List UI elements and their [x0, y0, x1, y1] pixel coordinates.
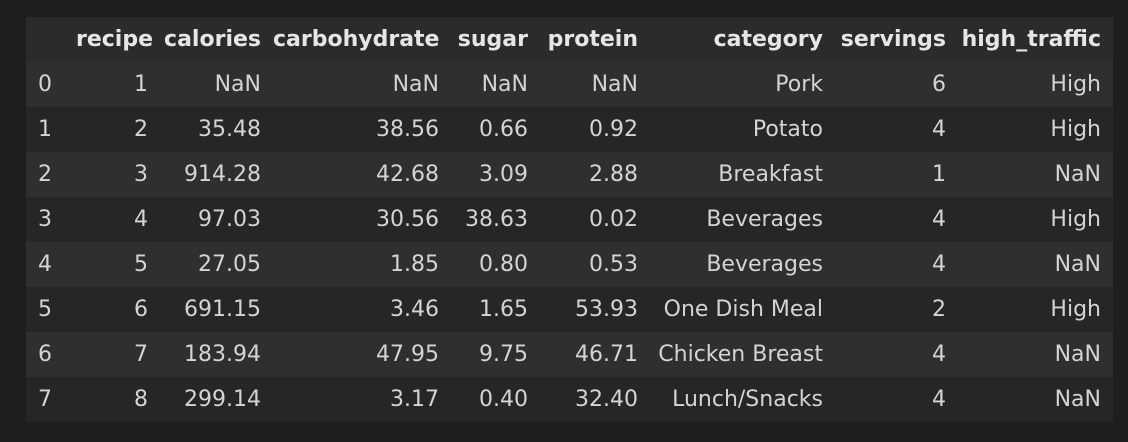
cell-protein: 46.71 [540, 332, 650, 377]
cell-recipe: 4 [76, 197, 160, 242]
cell-protein: 2.88 [540, 152, 650, 197]
table-row: 0 1 NaN NaN NaN NaN Pork 6 High [26, 62, 1113, 107]
column-header-servings: servings [835, 17, 958, 62]
cell-servings: 2 [835, 287, 958, 332]
cell-servings: 4 [835, 332, 958, 377]
cell-sugar: 38.63 [451, 197, 540, 242]
cell-carbohydrate: 38.56 [273, 107, 451, 152]
column-header-protein: protein [540, 17, 650, 62]
cell-recipe: 1 [76, 62, 160, 107]
cell-calories: 97.03 [160, 197, 273, 242]
cell-high-traffic: High [958, 62, 1113, 107]
row-index: 7 [26, 377, 76, 422]
column-header-carbohydrate: carbohydrate [273, 17, 451, 62]
column-header-high-traffic: high_traffic [958, 17, 1113, 62]
table-row: 5 6 691.15 3.46 1.65 53.93 One Dish Meal 2 High [26, 287, 1113, 332]
cell-sugar: 0.66 [451, 107, 540, 152]
cell-sugar: 0.40 [451, 377, 540, 422]
cell-protein: 32.40 [540, 377, 650, 422]
cell-calories: 914.28 [160, 152, 273, 197]
cell-sugar: 9.75 [451, 332, 540, 377]
cell-category: Pork [650, 62, 835, 107]
row-index: 0 [26, 62, 76, 107]
cell-calories: 299.14 [160, 377, 273, 422]
cell-category: Chicken Breast [650, 332, 835, 377]
cell-carbohydrate: NaN [273, 62, 451, 107]
cell-category: Breakfast [650, 152, 835, 197]
table-body: 0 1 NaN NaN NaN NaN Pork 6 High 1 2 35.48 38.56 0.66 0… [26, 62, 1113, 422]
dataframe-output: recipe calories carbohydrate sugar prote… [26, 17, 1113, 422]
cell-category: One Dish Meal [650, 287, 835, 332]
cell-category: Beverages [650, 242, 835, 287]
cell-recipe: 5 [76, 242, 160, 287]
cell-sugar: 3.09 [451, 152, 540, 197]
cell-protein: NaN [540, 62, 650, 107]
cell-high-traffic: High [958, 107, 1113, 152]
cell-calories: NaN [160, 62, 273, 107]
row-index: 6 [26, 332, 76, 377]
column-header-recipe: recipe [76, 17, 160, 62]
column-header-calories: calories [160, 17, 273, 62]
cell-calories: 183.94 [160, 332, 273, 377]
cell-carbohydrate: 47.95 [273, 332, 451, 377]
cell-carbohydrate: 30.56 [273, 197, 451, 242]
cell-high-traffic: NaN [958, 377, 1113, 422]
column-header-sugar: sugar [451, 17, 540, 62]
cell-sugar: 1.65 [451, 287, 540, 332]
row-index: 1 [26, 107, 76, 152]
cell-high-traffic: NaN [958, 242, 1113, 287]
row-index: 3 [26, 197, 76, 242]
cell-servings: 6 [835, 62, 958, 107]
table-row: 4 5 27.05 1.85 0.80 0.53 Beverages 4 NaN [26, 242, 1113, 287]
dataframe-table: recipe calories carbohydrate sugar prote… [26, 17, 1113, 422]
cell-protein: 0.53 [540, 242, 650, 287]
cell-recipe: 2 [76, 107, 160, 152]
index-header [26, 17, 76, 62]
row-index: 2 [26, 152, 76, 197]
cell-carbohydrate: 1.85 [273, 242, 451, 287]
cell-high-traffic: NaN [958, 152, 1113, 197]
table-row: 6 7 183.94 47.95 9.75 46.71 Chicken Breast 4 NaN [26, 332, 1113, 377]
table-row: 2 3 914.28 42.68 3.09 2.88 Breakfast 1 NaN [26, 152, 1113, 197]
cell-servings: 4 [835, 107, 958, 152]
row-index: 4 [26, 242, 76, 287]
cell-carbohydrate: 42.68 [273, 152, 451, 197]
row-index: 5 [26, 287, 76, 332]
cell-calories: 27.05 [160, 242, 273, 287]
cell-recipe: 7 [76, 332, 160, 377]
cell-recipe: 6 [76, 287, 160, 332]
cell-calories: 35.48 [160, 107, 273, 152]
cell-sugar: NaN [451, 62, 540, 107]
cell-recipe: 3 [76, 152, 160, 197]
table-header-row: recipe calories carbohydrate sugar prote… [26, 17, 1113, 62]
cell-servings: 1 [835, 152, 958, 197]
table-row: 1 2 35.48 38.56 0.66 0.92 Potato 4 High [26, 107, 1113, 152]
cell-servings: 4 [835, 197, 958, 242]
cell-sugar: 0.80 [451, 242, 540, 287]
table-row: 3 4 97.03 30.56 38.63 0.02 Beverages 4 High [26, 197, 1113, 242]
cell-protein: 0.92 [540, 107, 650, 152]
column-header-category: category [650, 17, 835, 62]
cell-category: Potato [650, 107, 835, 152]
cell-protein: 53.93 [540, 287, 650, 332]
cell-high-traffic: High [958, 197, 1113, 242]
cell-high-traffic: NaN [958, 332, 1113, 377]
cell-servings: 4 [835, 377, 958, 422]
cell-recipe: 8 [76, 377, 160, 422]
cell-servings: 4 [835, 242, 958, 287]
cell-carbohydrate: 3.17 [273, 377, 451, 422]
cell-carbohydrate: 3.46 [273, 287, 451, 332]
cell-protein: 0.02 [540, 197, 650, 242]
cell-high-traffic: High [958, 287, 1113, 332]
table-row: 7 8 299.14 3.17 0.40 32.40 Lunch/Snacks 4 NaN [26, 377, 1113, 422]
cell-category: Lunch/Snacks [650, 377, 835, 422]
cell-category: Beverages [650, 197, 835, 242]
cell-calories: 691.15 [160, 287, 273, 332]
